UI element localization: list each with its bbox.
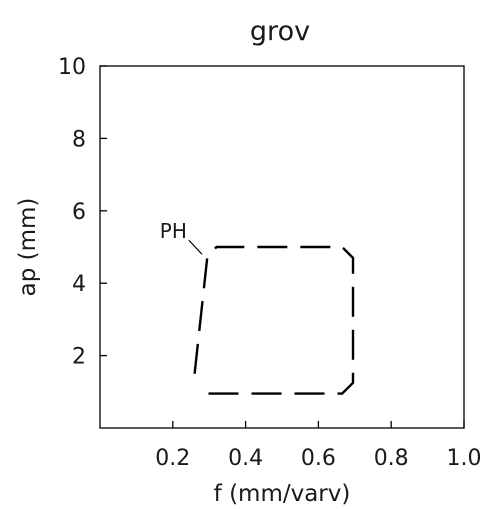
y-axis-ticks: 2 4 6 8 10 bbox=[58, 55, 107, 370]
chart-title: grov bbox=[250, 16, 310, 47]
y-axis-label: ap (mm) bbox=[15, 198, 41, 297]
regions: PH bbox=[160, 219, 355, 395]
x-axis-ticks: 0.2 0.4 0.6 0.8 1.0 bbox=[155, 421, 482, 471]
plot-frame bbox=[99, 65, 465, 429]
y-tick-label: 10 bbox=[58, 55, 86, 80]
x-tick-label: 1.0 bbox=[447, 446, 482, 471]
x-tick-label: 0.8 bbox=[374, 446, 409, 471]
x-tick-label: 0.4 bbox=[228, 446, 263, 471]
y-tick-label: 6 bbox=[72, 200, 86, 225]
region-boundary bbox=[193, 245, 355, 395]
region-label-leader bbox=[188, 239, 203, 255]
y-tick-label: 8 bbox=[72, 127, 86, 152]
x-tick-label: 0.2 bbox=[155, 446, 190, 471]
y-tick-label: 2 bbox=[72, 345, 86, 370]
x-tick-label: 0.6 bbox=[301, 446, 336, 471]
y-tick-label: 4 bbox=[72, 272, 86, 297]
x-axis-label: f (mm/varv) bbox=[214, 481, 351, 507]
region-label: PH bbox=[160, 219, 187, 243]
